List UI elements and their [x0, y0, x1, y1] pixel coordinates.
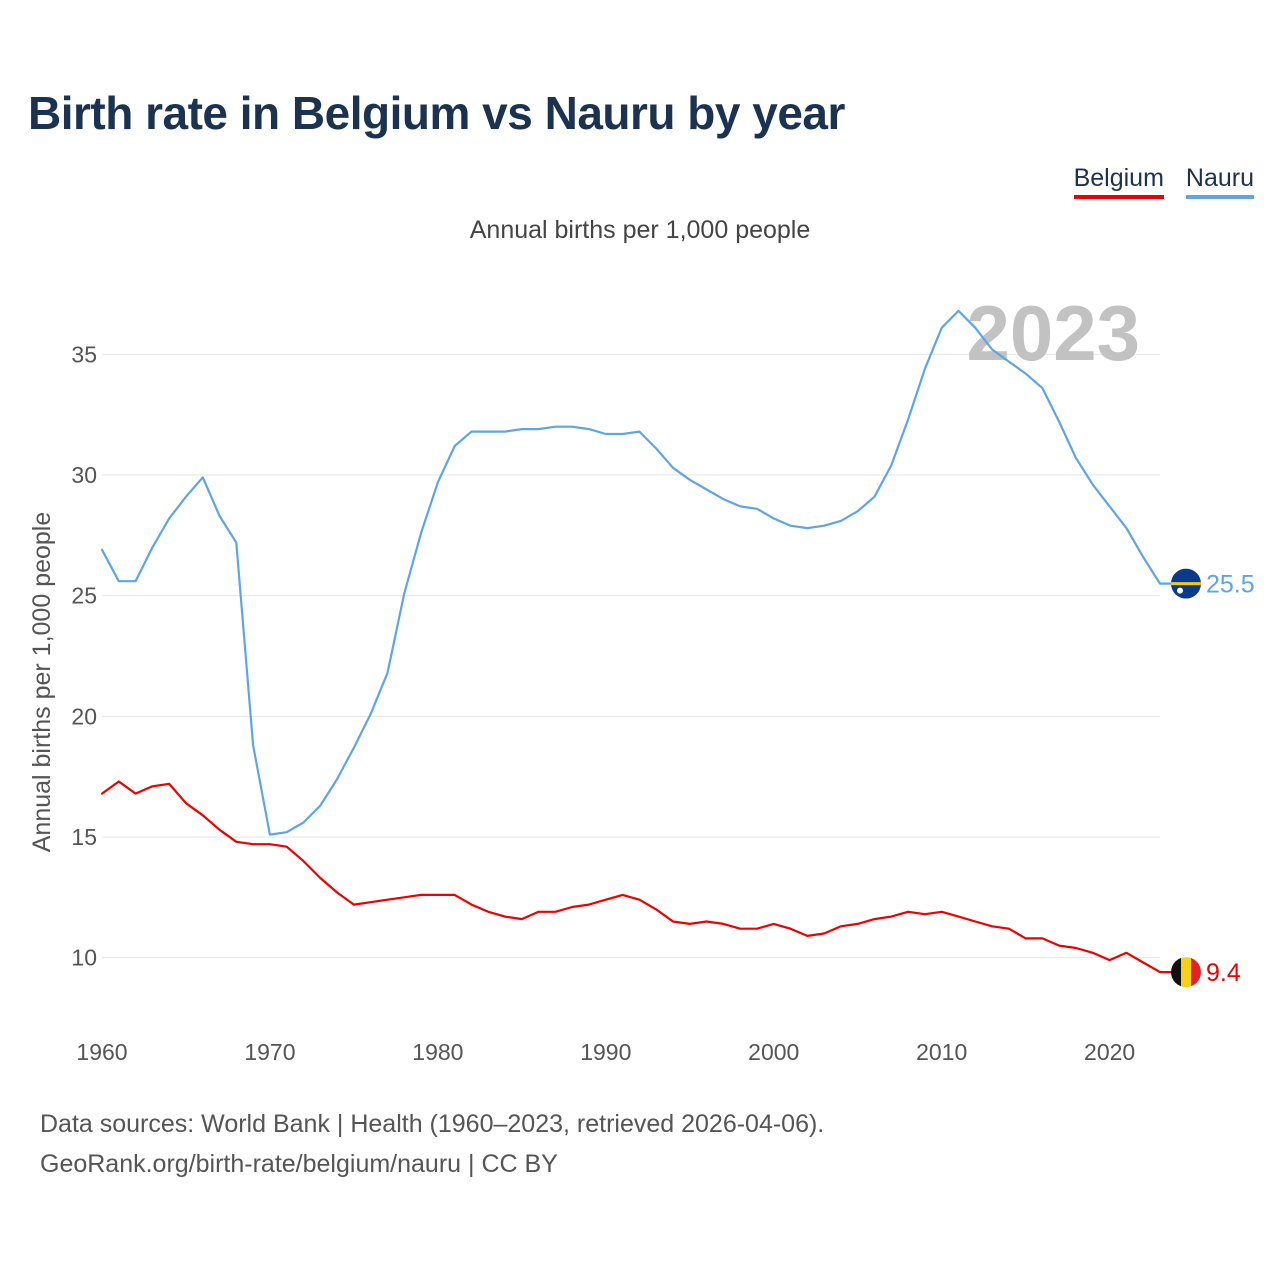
x-tick-label: 2020 [1084, 1039, 1135, 1065]
x-tick-label: 1990 [580, 1039, 631, 1065]
grid-lines [102, 353, 1160, 959]
x-tick-label: 2000 [748, 1039, 799, 1065]
y-tick-label: 25 [71, 583, 97, 609]
end-value-label-belgium: 9.4 [1206, 959, 1241, 987]
flag-marker-belgium [1171, 957, 1201, 988]
end-value-label-nauru: 25.5 [1206, 571, 1255, 599]
axes: 10 15 20 25 30 35 1960 1970 1980 1990 2000 2010 2020… [28, 341, 1135, 1065]
x-tick-label: 1970 [244, 1039, 295, 1065]
y-axis-title: Annual births per 1,000 people [28, 512, 56, 853]
series-lines [100, 309, 1186, 974]
chart-subtitle: Annual births per 1,000 people [469, 216, 811, 244]
chart-title: Birth rate in Belgium vs Nauru by year [28, 87, 845, 139]
x-tick-label: 2010 [916, 1039, 967, 1065]
year-watermark: 2023 [966, 289, 1140, 377]
y-tick-label: 10 [71, 945, 97, 971]
end-markers: 25.5 9.4 [1171, 568, 1255, 988]
attribution-link[interactable]: GeoRank.org/birth-rate/belgium/nauru | C… [40, 1150, 558, 1178]
x-tick-label: 1960 [76, 1039, 127, 1065]
y-tick-label: 30 [71, 462, 97, 488]
series-line-nauru [100, 309, 1162, 836]
legend-item-belgium[interactable]: Belgium [1073, 164, 1164, 199]
y-tick-label: 35 [71, 341, 97, 367]
footer: Data sources: World Bank | Health (1960–… [40, 1104, 824, 1184]
y-tick-label: 15 [71, 824, 97, 850]
flag-marker-nauru [1171, 568, 1201, 599]
y-tick-label: 20 [71, 703, 97, 729]
series-line-belgium [100, 780, 1162, 974]
x-tick-label: 1980 [412, 1039, 463, 1065]
legend: Belgium Nauru [1073, 164, 1254, 199]
data-source-text: Data sources: World Bank | Health (1960–… [40, 1110, 825, 1138]
legend-item-nauru[interactable]: Nauru [1185, 164, 1254, 199]
